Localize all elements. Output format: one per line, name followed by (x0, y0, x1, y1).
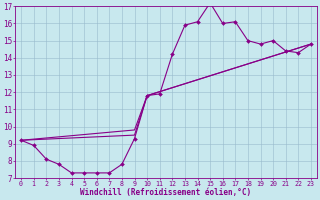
X-axis label: Windchill (Refroidissement éolien,°C): Windchill (Refroidissement éolien,°C) (80, 188, 252, 197)
